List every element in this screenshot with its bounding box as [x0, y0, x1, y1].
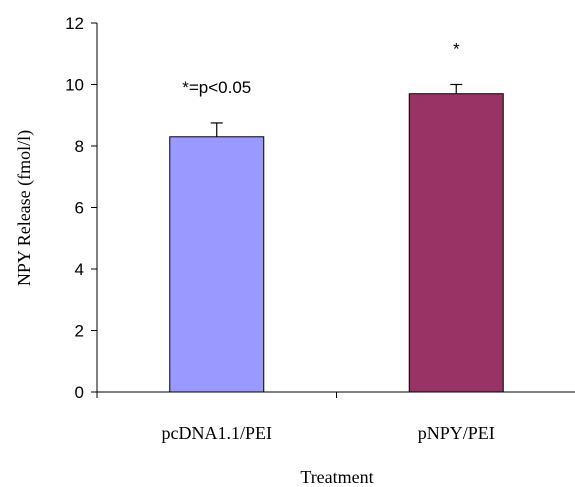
labels: 0 2 4 6 8 10 12 pcDNA1.1/PEI pNPY/PEI *=p<0.05 * [65, 14, 495, 443]
y-tick-label: 2 [75, 322, 84, 341]
x-axis-title: Treatment [300, 467, 373, 487]
x-tick-label: pcDNA1.1/PEI [162, 423, 273, 443]
bars [169, 83, 504, 393]
bar [169, 136, 265, 393]
y-tick-label: 6 [75, 199, 84, 218]
y-axis-title: NPY Release (fmol/l) [14, 130, 35, 286]
x-tick-label: pNPY/PEI [418, 423, 495, 443]
annotation: * [453, 40, 460, 59]
annotation: *=p<0.05 [182, 78, 251, 97]
y-tick-label: 4 [75, 260, 84, 279]
y-tick-label: 8 [75, 137, 84, 156]
y-tick-label: 12 [65, 14, 84, 33]
y-tick-label: 10 [65, 76, 84, 95]
y-tick-label: 0 [75, 383, 84, 402]
bar [408, 93, 504, 393]
